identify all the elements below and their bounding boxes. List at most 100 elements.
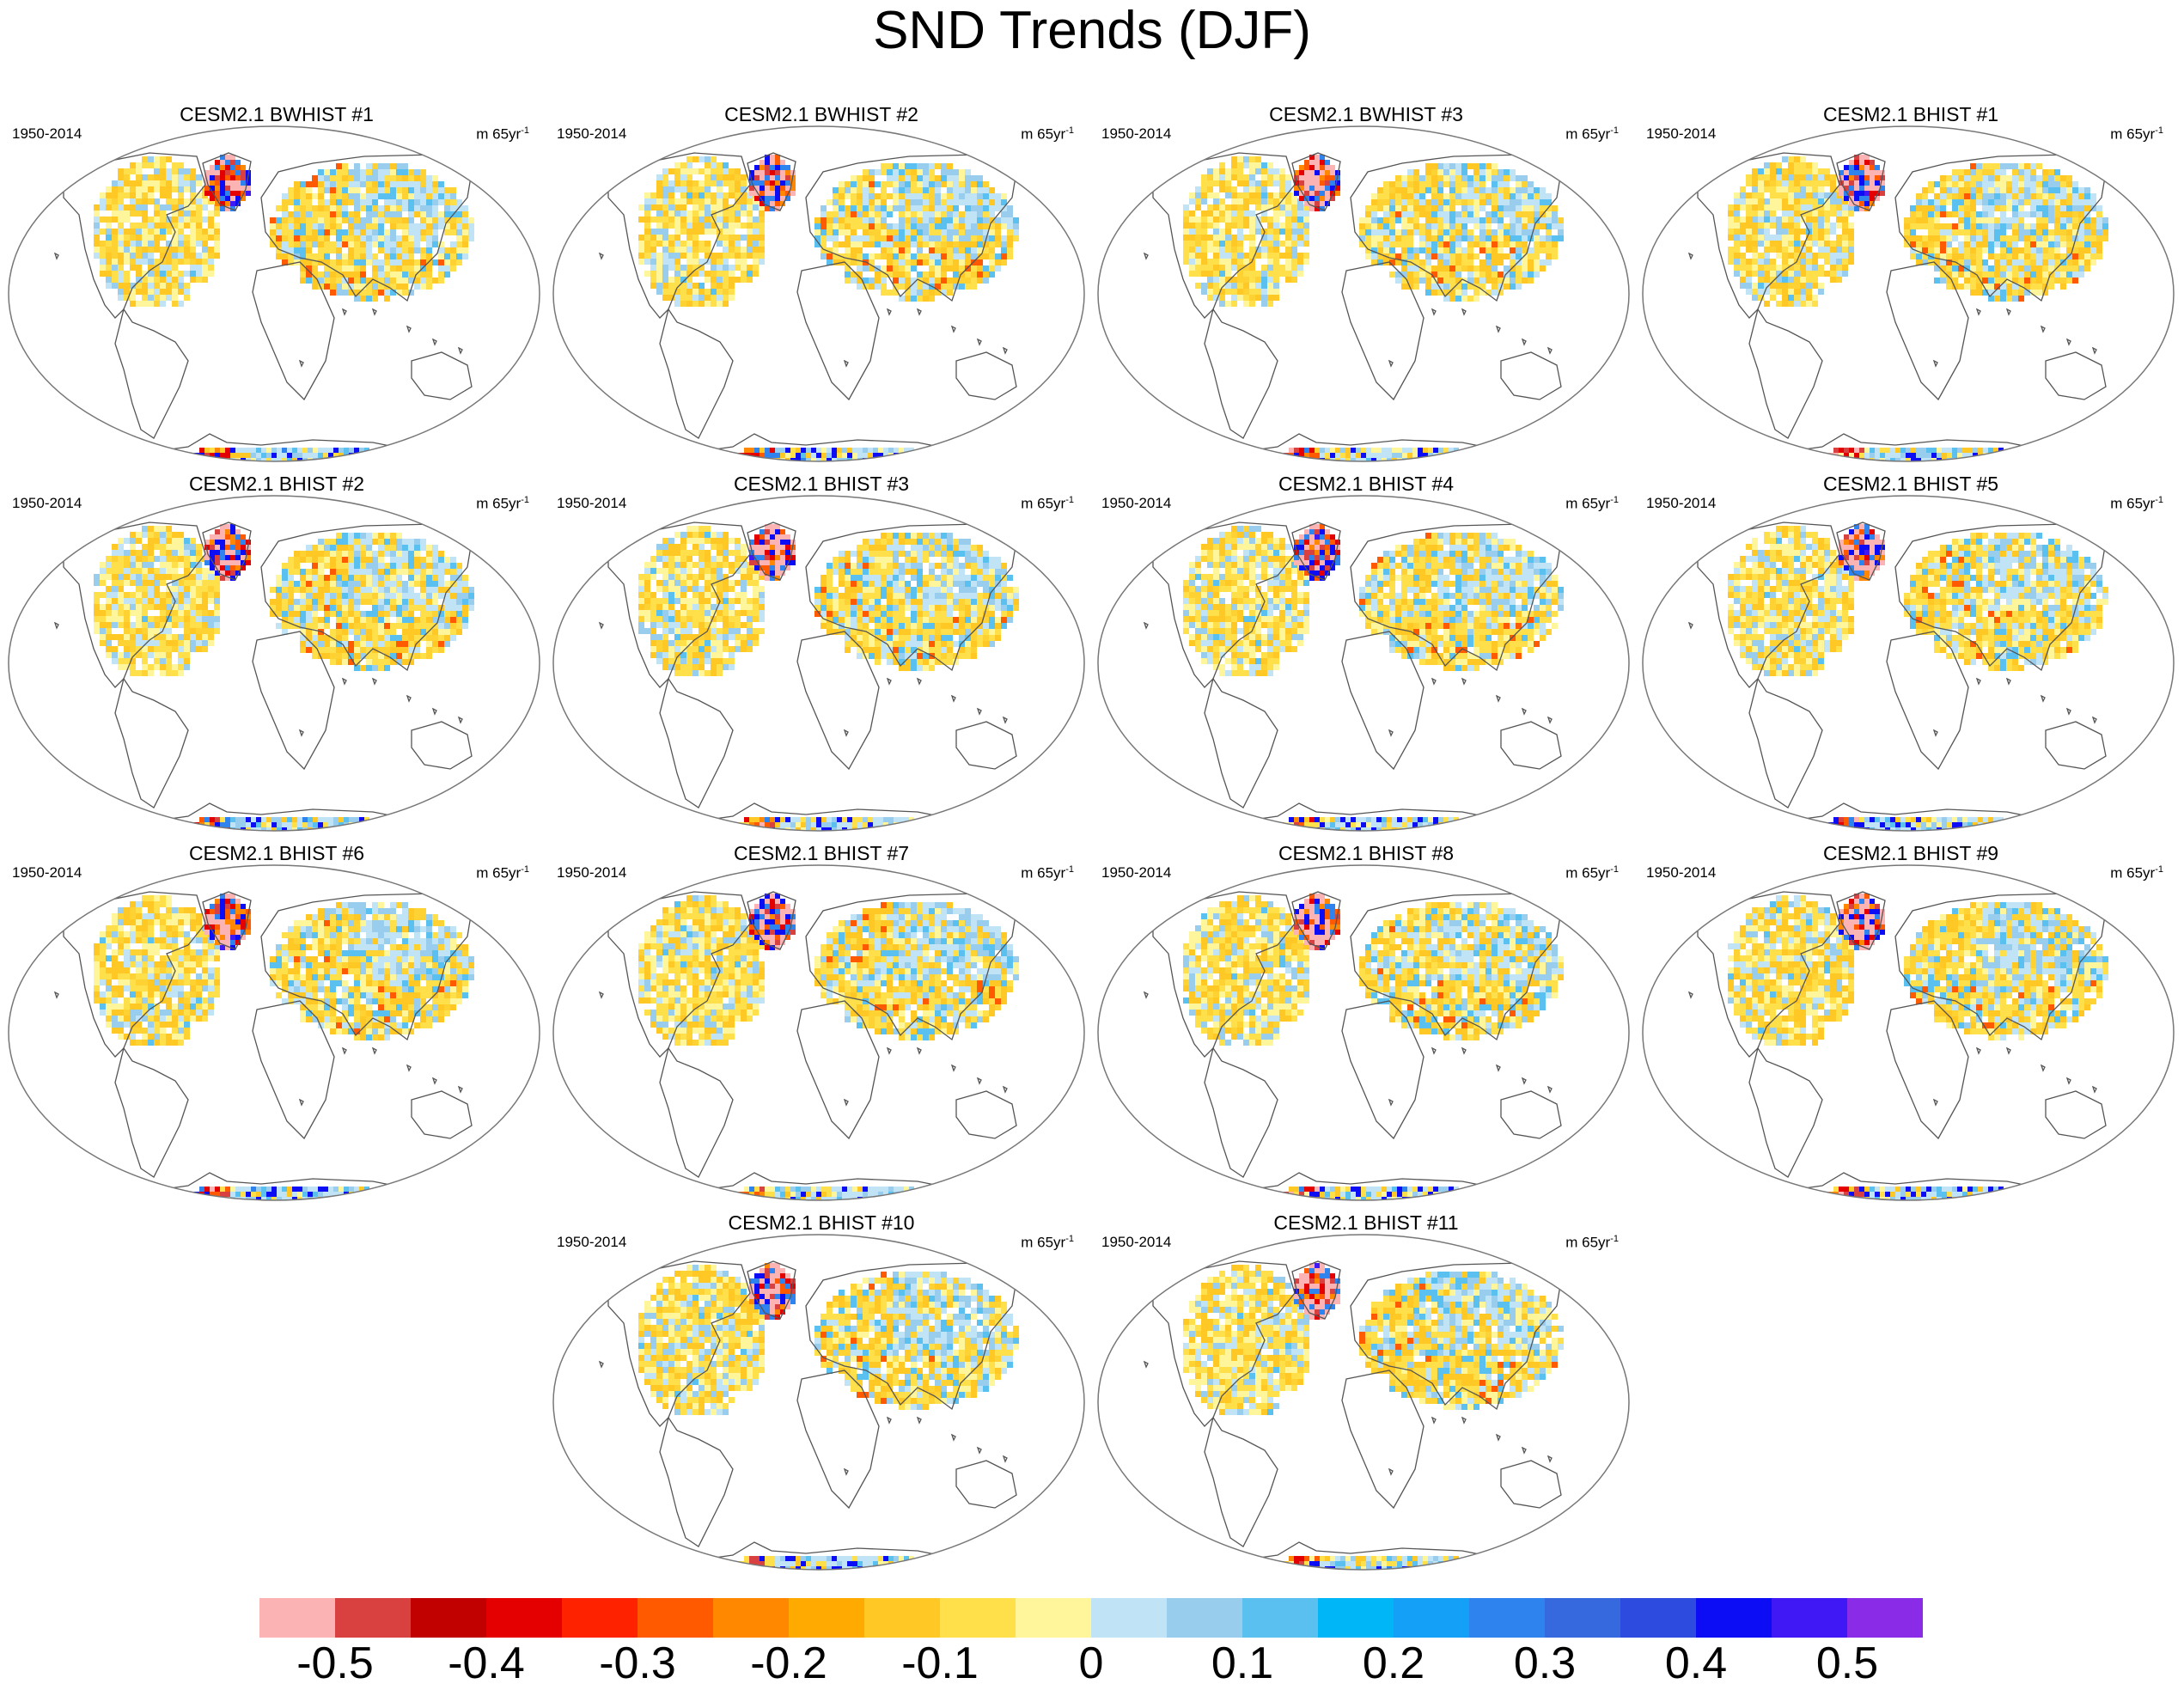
colorbar-box (486, 1598, 562, 1638)
map-border (1097, 125, 1630, 462)
north-america-trend-field (1183, 156, 1309, 307)
map-panel: CESM2.1 BHIST #3 1950-2014 m 65yr-1 (548, 473, 1095, 844)
eurasia-trend-field (1359, 533, 1564, 671)
panel-title: CESM2.1 BHIST #7 (733, 842, 910, 864)
colorbar-label: 0.4 (1664, 1638, 1728, 1688)
map-border (552, 125, 1085, 462)
map-panel: CESM2.1 BWHIST #1 1950-2014 m 65yr-1 (3, 103, 550, 474)
greenland-trend-field (749, 524, 796, 581)
colorbar-box (1318, 1598, 1394, 1638)
map-plot (552, 125, 1085, 462)
panel-period: 1950-2014 (1646, 864, 1717, 881)
map-border (8, 864, 540, 1201)
eurasia-trend-field (270, 902, 474, 1040)
map-border (8, 495, 540, 832)
map-panel: CESM2.1 BHIST #4 1950-2014 m 65yr-1 (1093, 473, 1639, 844)
eurasia-trend-field (1904, 163, 2108, 302)
map-plot (1097, 125, 1630, 462)
panel-period: 1950-2014 (557, 495, 627, 511)
panel-title: CESM2.1 BHIST #5 (1822, 473, 1999, 495)
panel-units: m 65yr-1 (476, 864, 529, 882)
map-panel: CESM2.1 BHIST #9 1950-2014 m 65yr-1 (1638, 842, 2184, 1213)
coastlines (1143, 152, 1562, 461)
map-plot (552, 864, 1085, 1201)
colorbar-label: 0.2 (1362, 1638, 1425, 1688)
colorbar (259, 1598, 1923, 1638)
north-america-trend-field (638, 895, 765, 1046)
map-panel: CESM2.1 BHIST #2 1950-2014 m 65yr-1 (3, 473, 550, 844)
colorbar-box (1091, 1598, 1167, 1638)
panel-title: CESM2.1 BHIST #8 (1278, 842, 1455, 864)
colorbar-label: -0.4 (448, 1638, 525, 1688)
panel-title: CESM2.1 BWHIST #1 (180, 103, 374, 125)
figure-title: SND Trends (DJF) (873, 1, 1311, 60)
eurasia-trend-field (814, 533, 1019, 671)
map-border (1097, 864, 1630, 1201)
map-plot (1097, 864, 1630, 1201)
map-border (1097, 1234, 1630, 1571)
colorbar-label: 0.1 (1211, 1638, 1274, 1688)
greenland-trend-field (204, 155, 251, 211)
map-plot (8, 864, 540, 1201)
panel-units: m 65yr-1 (1021, 864, 1074, 882)
eurasia-trend-field (1904, 533, 2108, 671)
panel-period: 1950-2014 (557, 864, 627, 881)
map-plot (1642, 125, 2175, 462)
panel-title: CESM2.1 BHIST #9 (1822, 842, 1999, 864)
colorbar-box (1620, 1598, 1696, 1638)
north-america-trend-field (1728, 156, 1854, 307)
north-america-trend-field (1728, 526, 1854, 676)
panel-units: m 65yr-1 (2110, 125, 2163, 143)
map-panel: CESM2.1 BHIST #6 1950-2014 m 65yr-1 (3, 842, 550, 1213)
panel-title: CESM2.1 BHIST #6 (188, 842, 365, 864)
colorbar-box (1545, 1598, 1620, 1638)
colorbar-box (1696, 1598, 1772, 1638)
map-panel: CESM2.1 BHIST #7 1950-2014 m 65yr-1 (548, 842, 1095, 1213)
map-plot (8, 495, 540, 832)
map-panel: CESM2.1 BWHIST #2 1950-2014 m 65yr-1 (548, 103, 1095, 474)
colorbar-box (259, 1598, 335, 1638)
eurasia-trend-field (270, 533, 474, 671)
colorbar-label: -0.1 (901, 1638, 979, 1688)
panel-period: 1950-2014 (12, 125, 82, 142)
eurasia-trend-field (1359, 1272, 1564, 1410)
colorbar-box (335, 1598, 411, 1638)
panel-units: m 65yr-1 (476, 495, 529, 512)
panel-period: 1950-2014 (12, 864, 82, 881)
map-panel: CESM2.1 BHIST #1 1950-2014 m 65yr-1 (1638, 103, 2184, 474)
panel-units: m 65yr-1 (2110, 495, 2163, 512)
north-america-trend-field (638, 526, 765, 676)
eurasia-trend-field (1359, 902, 1564, 1040)
greenland-trend-field (204, 894, 251, 950)
colorbar-box (562, 1598, 638, 1638)
map-panel: CESM2.1 BHIST #8 1950-2014 m 65yr-1 (1093, 842, 1639, 1213)
map-plot (552, 1234, 1085, 1571)
colorbar-label: -0.5 (296, 1638, 374, 1688)
panel-period: 1950-2014 (1101, 1234, 1172, 1250)
map-border (1097, 495, 1630, 832)
map-panel: CESM2.1 BHIST #5 1950-2014 m 65yr-1 (1638, 473, 2184, 844)
coastlines (53, 152, 473, 461)
panel-units: m 65yr-1 (1565, 495, 1619, 512)
panel-units: m 65yr-1 (2110, 864, 2163, 882)
map-border (8, 125, 540, 462)
colorbar-box (864, 1598, 940, 1638)
colorbar-label: -0.3 (599, 1638, 676, 1688)
panel-title: CESM2.1 BHIST #1 (1822, 103, 1999, 125)
north-america-trend-field (94, 895, 220, 1046)
north-america-trend-field (94, 156, 220, 307)
map-border (552, 495, 1085, 832)
panel-period: 1950-2014 (557, 1234, 627, 1250)
colorbar-labels: -0.5 -0.4 -0.3 -0.2 -0.1 0 0.1 0.2 0.3 0.4 0.5 (0, 1639, 2184, 1687)
north-america-trend-field (1183, 895, 1309, 1046)
colorbar-box (1016, 1598, 1091, 1638)
panel-period: 1950-2014 (12, 495, 82, 511)
colorbar-box (789, 1598, 864, 1638)
greenland-trend-field (1839, 894, 1885, 950)
panel-units: m 65yr-1 (476, 125, 529, 143)
panel-period: 1950-2014 (1646, 125, 1717, 142)
panel-title: CESM2.1 BHIST #10 (728, 1211, 915, 1234)
colorbar-label: -0.2 (750, 1638, 827, 1688)
eurasia-trend-field (1904, 902, 2108, 1040)
panel-period: 1950-2014 (1101, 864, 1172, 881)
